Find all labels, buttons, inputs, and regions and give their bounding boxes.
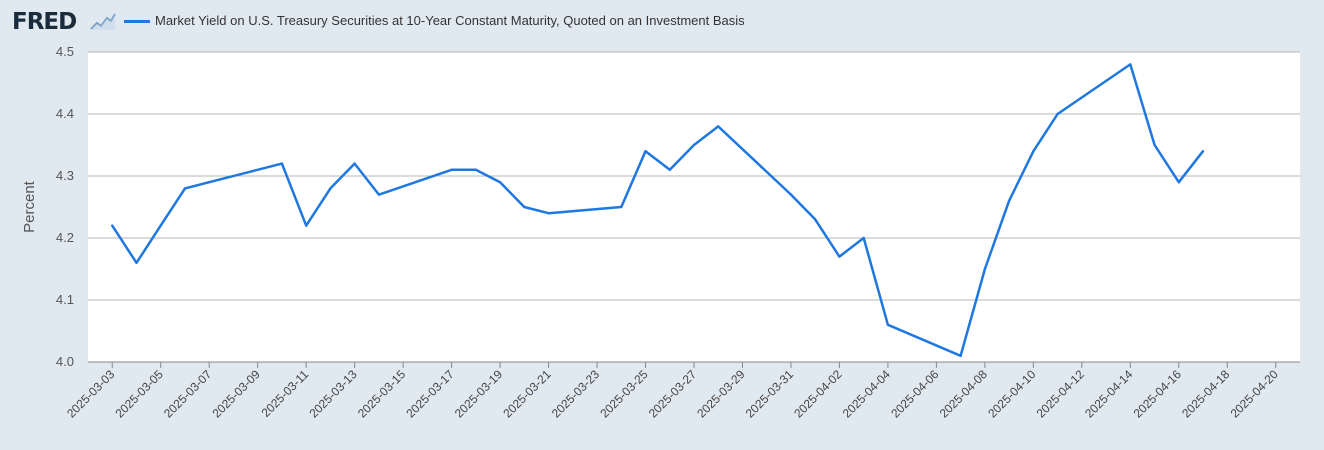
data-point-2025-04-09[interactable] (1007, 199, 1011, 202)
legend-swatch (124, 20, 150, 23)
y-axis-title: Percent (21, 180, 38, 233)
data-point-2025-03-21[interactable] (547, 212, 550, 215)
x-tick-label: 2025-03-21 (500, 367, 554, 421)
line-chart-icon (90, 13, 116, 30)
x-tick-label: 2025-03-19 (452, 367, 506, 421)
y-tick-label: 4.2 (56, 230, 74, 245)
data-point-2025-03-03[interactable] (111, 224, 114, 227)
data-point-2025-03-06[interactable] (183, 187, 187, 190)
x-tick-label: 2025-04-14 (1082, 367, 1136, 421)
data-point-2025-04-01[interactable] (814, 218, 817, 221)
data-point-2025-03-18[interactable] (474, 168, 478, 171)
x-tick-label: 2025-03-29 (694, 367, 748, 421)
plot-area (88, 52, 1300, 362)
y-tick-label: 4.0 (56, 354, 74, 369)
x-tick-label: 2025-04-06 (888, 367, 942, 421)
x-axis-ticks: 2025-03-032025-03-052025-03-072025-03-09… (64, 362, 1281, 421)
chart-header: FRED Market Yield on U.S. Treasury Secur… (0, 0, 1324, 44)
x-tick-label: 2025-03-13 (306, 367, 360, 421)
data-point-2025-04-02[interactable] (838, 255, 841, 258)
data-point-2025-03-07[interactable] (208, 181, 211, 184)
x-tick-label: 2025-04-16 (1131, 367, 1185, 421)
data-points (111, 63, 1205, 357)
y-axis-ticks: 4.0 4.1 4.2 4.3 4.4 4.5 (56, 44, 74, 369)
data-point-2025-04-08[interactable] (983, 267, 987, 271)
y-tick-label: 4.4 (56, 106, 74, 121)
x-tick-label: 2025-03-07 (161, 367, 215, 421)
x-tick-label: 2025-03-15 (355, 367, 409, 421)
data-point-2025-03-17[interactable] (450, 168, 453, 171)
data-point-2025-03-14[interactable] (377, 193, 381, 196)
data-point-2025-04-15[interactable] (1153, 143, 1156, 147)
x-tick-label: 2025-03-05 (113, 367, 167, 421)
y-tick-label: 4.1 (56, 292, 74, 307)
data-point-2025-04-10[interactable] (1032, 150, 1035, 153)
data-point-2025-03-25[interactable] (644, 150, 647, 153)
x-tick-label: 2025-03-09 (209, 367, 263, 421)
x-tick-label: 2025-03-31 (743, 367, 797, 421)
data-point-2025-03-05[interactable] (159, 224, 162, 227)
x-tick-label: 2025-03-17 (403, 367, 457, 421)
x-tick-label: 2025-03-03 (64, 367, 118, 421)
data-point-2025-04-07[interactable] (959, 354, 962, 357)
x-tick-label: 2025-04-04 (840, 367, 894, 421)
legend-label[interactable]: Market Yield on U.S. Treasury Securities… (155, 13, 745, 28)
data-point-2025-03-28[interactable] (717, 125, 720, 128)
data-point-2025-04-17[interactable] (1201, 150, 1205, 153)
data-point-2025-03-13[interactable] (353, 162, 356, 165)
data-point-2025-04-03[interactable] (862, 236, 865, 240)
data-point-2025-03-12[interactable] (329, 187, 332, 190)
data-point-2025-03-19[interactable] (498, 181, 502, 184)
x-tick-label: 2025-04-20 (1228, 367, 1282, 421)
data-point-2025-04-04[interactable] (886, 323, 890, 326)
y-tick-label: 4.5 (56, 44, 74, 59)
data-point-2025-03-31[interactable] (789, 193, 793, 196)
x-tick-label: 2025-04-12 (1034, 367, 1088, 421)
data-point-2025-04-11[interactable] (1056, 112, 1059, 116)
y-tick-label: 4.3 (56, 168, 74, 183)
x-tick-label: 2025-04-08 (937, 367, 991, 421)
x-tick-label: 2025-03-27 (646, 367, 700, 421)
data-point-2025-03-24[interactable] (620, 205, 623, 209)
data-point-2025-03-10[interactable] (280, 162, 284, 165)
x-tick-label: 2025-03-11 (259, 367, 312, 420)
x-tick-label: 2025-04-10 (985, 367, 1039, 421)
data-point-2025-04-14[interactable] (1129, 63, 1132, 66)
x-tick-label: 2025-04-18 (1179, 367, 1233, 421)
data-point-2025-03-11[interactable] (304, 224, 308, 227)
data-point-2025-04-16[interactable] (1177, 181, 1181, 184)
data-point-2025-03-04[interactable] (135, 261, 138, 264)
x-tick-label: 2025-03-25 (597, 367, 651, 421)
x-tick-label: 2025-04-02 (791, 367, 845, 421)
fred-logo[interactable]: FRED (12, 9, 77, 35)
data-point-2025-03-26[interactable] (668, 168, 671, 171)
data-point-2025-03-20[interactable] (523, 205, 526, 209)
x-tick-label: 2025-03-23 (549, 367, 603, 421)
data-point-2025-03-27[interactable] (692, 143, 696, 147)
series-line (111, 63, 1204, 358)
